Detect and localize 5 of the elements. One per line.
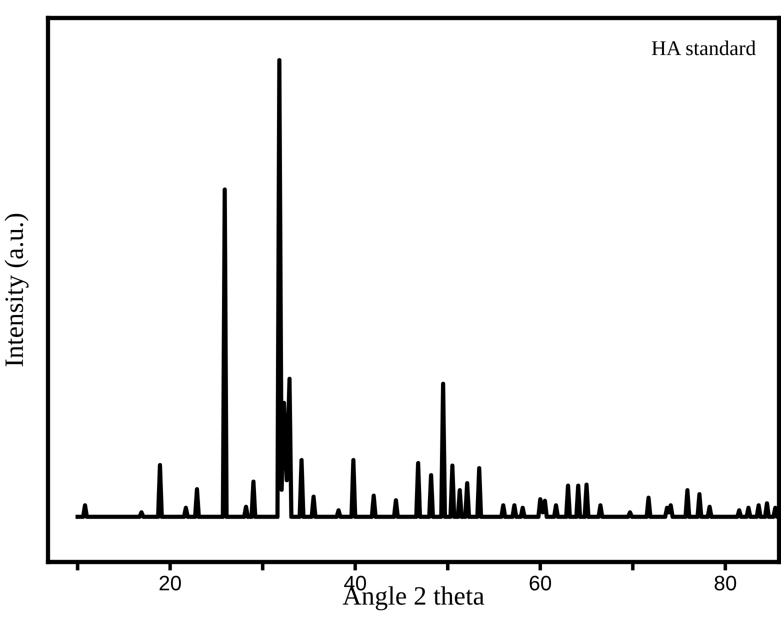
x-tick-label: 60: [530, 576, 552, 590]
x-tick-label: 20: [160, 576, 181, 590]
x-tick-label: 80: [714, 576, 736, 590]
y-axis-title: Intensity (a.u.): [4, 214, 29, 366]
text: HA standard: [652, 40, 756, 56]
